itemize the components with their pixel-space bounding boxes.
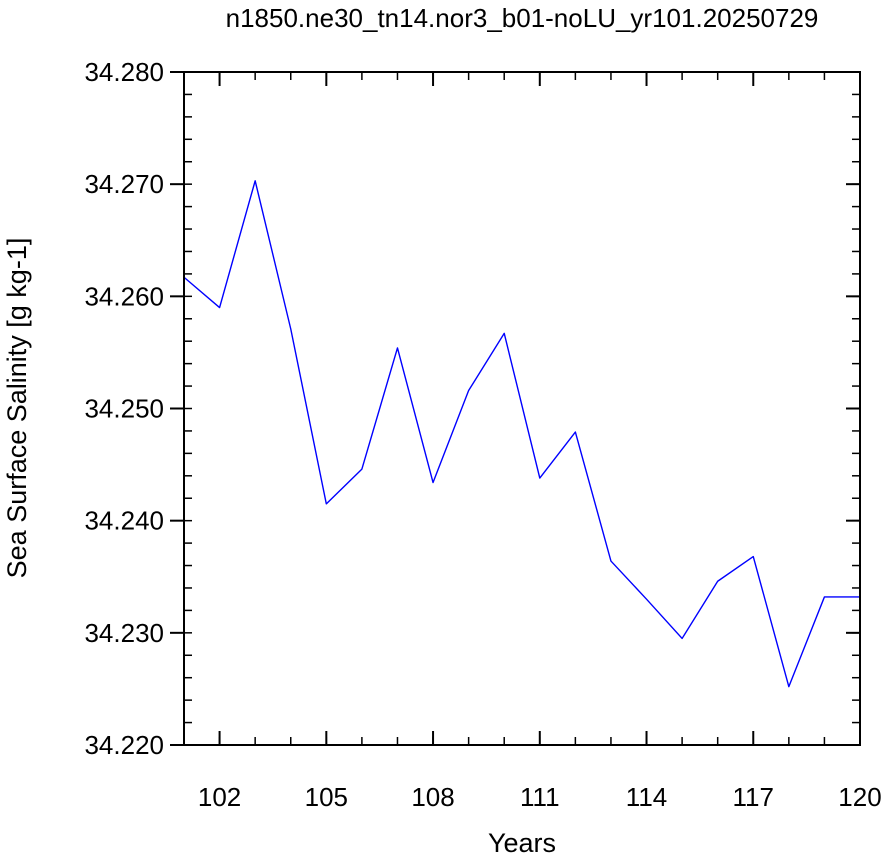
y-tick-label: 34.230: [84, 618, 164, 648]
y-tick-label: 34.220: [84, 730, 164, 760]
y-tick-label: 34.270: [84, 169, 164, 199]
x-tick-label: 114: [626, 782, 667, 812]
y-tick-label: 34.280: [84, 57, 164, 87]
x-tick-label: 120: [838, 782, 881, 812]
y-axis-title: Sea Surface Salinity [g kg-1]: [2, 238, 32, 579]
x-tick-label: 108: [411, 782, 454, 812]
x-axis-title: Years: [488, 828, 556, 858]
y-tick-label: 34.260: [84, 281, 164, 311]
x-tick-label: 111: [520, 782, 560, 812]
tick-labels: 102 105 108 111 114 117 120 34.220 34.230 34.240 3…: [84, 57, 881, 812]
x-tick-label: 105: [305, 782, 348, 812]
salinity-series-line: [183, 180, 860, 688]
y-tick-label: 34.250: [84, 394, 164, 424]
chart-title: n1850.ne30_tn14.nor3_b01-noLU_yr101.2025…: [226, 3, 819, 33]
plot-frame: [183, 71, 861, 746]
axis-ticks: [170, 71, 861, 746]
x-tick-label: 102: [198, 782, 241, 812]
x-tick-label: 117: [733, 782, 774, 812]
y-tick-label: 34.240: [84, 506, 164, 536]
